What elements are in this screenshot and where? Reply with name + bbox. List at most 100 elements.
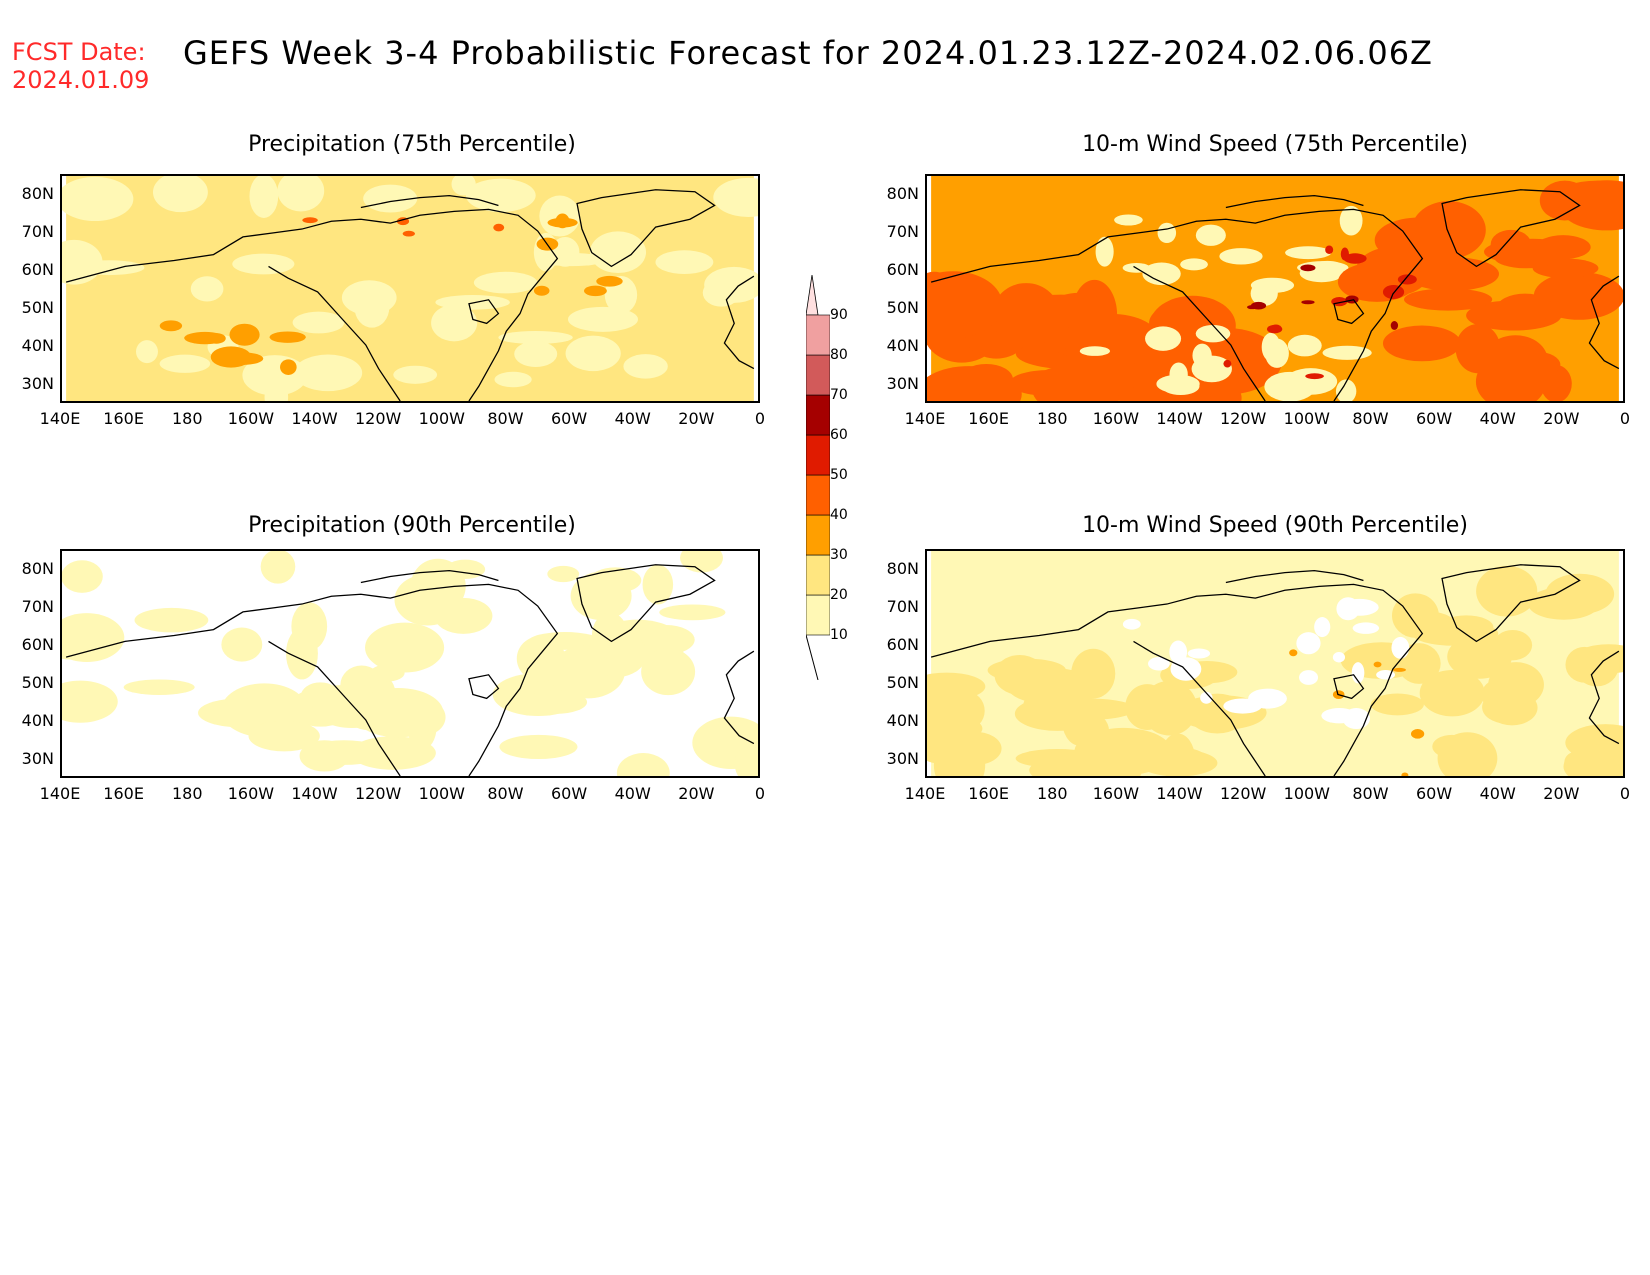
field-patch: [159, 354, 211, 373]
colorbar-level-label: 50: [830, 467, 848, 483]
field-patch: [1335, 379, 1357, 401]
lon-tick-label: 60W: [550, 409, 588, 428]
field-patch: [1299, 670, 1319, 685]
lat-tick-label: 60N: [21, 635, 54, 654]
lon-tick-label: 180: [1036, 784, 1068, 803]
lon-tick-label: 160E: [968, 784, 1009, 803]
field-patch: [402, 230, 415, 237]
lon-tick-label: 120W: [1219, 409, 1267, 428]
field-patch: [1102, 760, 1142, 776]
field-patch: [394, 574, 461, 626]
lon-tick-label: 0: [1619, 409, 1631, 428]
field-patch: [933, 735, 986, 776]
field-patch: [1180, 258, 1208, 271]
colorbar-swatch: [806, 314, 830, 356]
lon-tick-label: 140E: [904, 409, 946, 428]
field-patch: [1223, 359, 1232, 368]
colorbar-swatch: [806, 514, 830, 556]
lon-tick-label: 60W: [1415, 784, 1453, 803]
field-patch: [1325, 245, 1334, 254]
field-patch: [1287, 334, 1322, 357]
field-patch: [190, 276, 224, 302]
colorbar-level-label: 70: [830, 387, 848, 403]
field-patch: [1122, 618, 1141, 630]
field-patch: [584, 285, 607, 297]
fcst-date-value: 2024.01.09: [12, 66, 150, 94]
field-patch: [927, 271, 1003, 339]
field-patch: [1095, 236, 1114, 267]
lat-tick-label: 30N: [886, 374, 919, 393]
field-patch: [1169, 640, 1188, 664]
field-patch: [1148, 657, 1170, 671]
colorbar-swatch: [806, 594, 830, 636]
field-patch: [62, 239, 103, 285]
field-patch: [152, 176, 208, 213]
lat-tick-label: 40N: [886, 336, 919, 355]
colorbar-top-arrow: [806, 275, 819, 316]
colorbar-level-label: 10: [830, 627, 848, 643]
lat-tick-label: 40N: [21, 711, 54, 730]
lon-tick-label: 140W: [1156, 784, 1203, 803]
field-patch: [232, 253, 295, 275]
field-patch: [1455, 323, 1501, 374]
field-patch: [555, 213, 570, 229]
field-patch: [499, 734, 578, 760]
lat-tick-label: 30N: [21, 374, 54, 393]
field-patch: [1321, 708, 1358, 724]
panel-title-wind90: 10-m Wind Speed (90th Percentile): [1082, 513, 1468, 538]
forecast-date-block: FCST Date: 2024.01.09: [12, 38, 149, 94]
lon-tick-label: 20W: [1543, 784, 1580, 803]
field-patch: [1300, 264, 1316, 272]
field-patch: [62, 176, 134, 222]
field-patch: [1142, 262, 1181, 286]
lon-tick-label: 80W: [487, 784, 524, 803]
field-patch: [734, 743, 758, 776]
lon-tick-label: 140W: [1156, 409, 1203, 428]
field-patch: [431, 304, 478, 342]
field-patch: [704, 266, 758, 303]
field-patch: [1401, 772, 1409, 776]
lon-tick-label: 20W: [678, 409, 715, 428]
field-patch: [123, 679, 195, 695]
field-patch: [1191, 355, 1232, 383]
field-patch: [1373, 661, 1382, 668]
field-patch: [1486, 690, 1538, 726]
field-patch: [291, 602, 328, 651]
colorbar-swatch: [806, 474, 830, 516]
field-patch: [184, 331, 226, 345]
field-patch: [1138, 749, 1218, 776]
lon-tick-label: 120W: [1219, 784, 1267, 803]
field-patch: [1264, 338, 1289, 368]
field-patch: [589, 231, 647, 274]
lat-tick-label: 50N: [21, 673, 54, 692]
field-patch: [596, 275, 623, 287]
field-patch: [1023, 687, 1086, 723]
lon-tick-label: 160E: [968, 409, 1009, 428]
field-patch: [249, 176, 279, 218]
colorbar-level-label: 90: [830, 307, 848, 323]
field-patch: [547, 565, 580, 583]
lon-tick-label: 40W: [1479, 409, 1516, 428]
colorbar: [806, 275, 830, 680]
map-precip90: [60, 549, 760, 778]
field-patch: [1071, 648, 1116, 699]
lon-tick-label: 40W: [614, 784, 651, 803]
field-patch: [269, 331, 306, 343]
colorbar-level-label: 20: [830, 587, 848, 603]
field-patch: [1527, 587, 1600, 620]
lat-tick-label: 70N: [886, 597, 919, 616]
coastline: [65, 189, 755, 401]
fcst-date-label: FCST Date:: [12, 38, 146, 66]
lon-tick-label: 180: [171, 409, 203, 428]
lon-tick-label: 0: [1619, 784, 1631, 803]
colorbar-level-label: 40: [830, 507, 848, 523]
field-patch: [473, 271, 538, 294]
field-patch: [516, 635, 566, 682]
field-patch: [1396, 611, 1454, 635]
field-patch: [62, 560, 103, 593]
lon-tick-label: 120W: [354, 409, 402, 428]
lon-tick-label: 140E: [904, 784, 946, 803]
field-patch: [465, 178, 536, 213]
colorbar-level-label: 60: [830, 427, 848, 443]
field-patch: [1305, 373, 1324, 380]
